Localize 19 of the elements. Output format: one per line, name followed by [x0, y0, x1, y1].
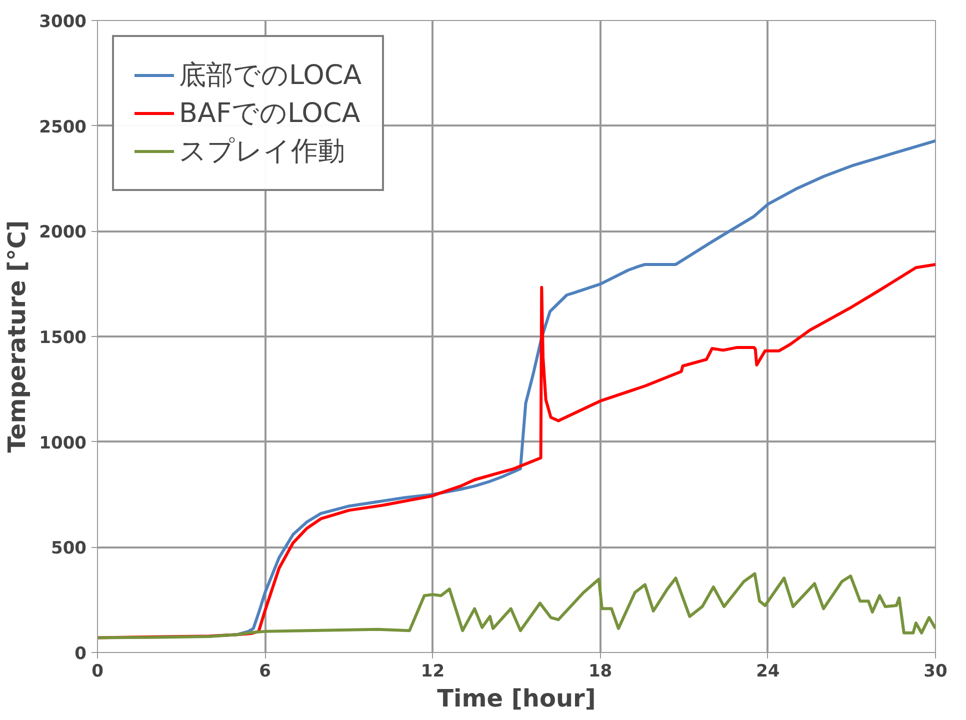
- y-tick-label: 2500: [39, 117, 87, 138]
- legend-label: スプレイ作動: [179, 135, 345, 169]
- x-tick-label: 24: [756, 662, 780, 682]
- legend-label: BAFでのLOCA: [179, 97, 360, 131]
- x-tick-label: 30: [924, 662, 948, 682]
- x-tick-label: 0: [92, 662, 104, 682]
- x-tick-label: 18: [588, 662, 612, 682]
- y-tick-label: 1000: [39, 433, 87, 454]
- y-axis-title: Temperature [°C]: [3, 220, 32, 453]
- legend-label: 底部でのLOCA: [179, 59, 362, 93]
- y-tick-label: 3000: [39, 12, 87, 32]
- y-tick-label: 500: [51, 538, 87, 559]
- y-tick-label: 2000: [39, 222, 87, 243]
- x-tick-label: 6: [259, 662, 272, 682]
- x-tick-label: 12: [420, 662, 445, 682]
- y-tick-label: 0: [74, 644, 87, 664]
- line-series: [98, 572, 936, 640]
- x-axis-title: Time [hour]: [437, 684, 596, 712]
- y-tick-label: 1500: [39, 328, 87, 348]
